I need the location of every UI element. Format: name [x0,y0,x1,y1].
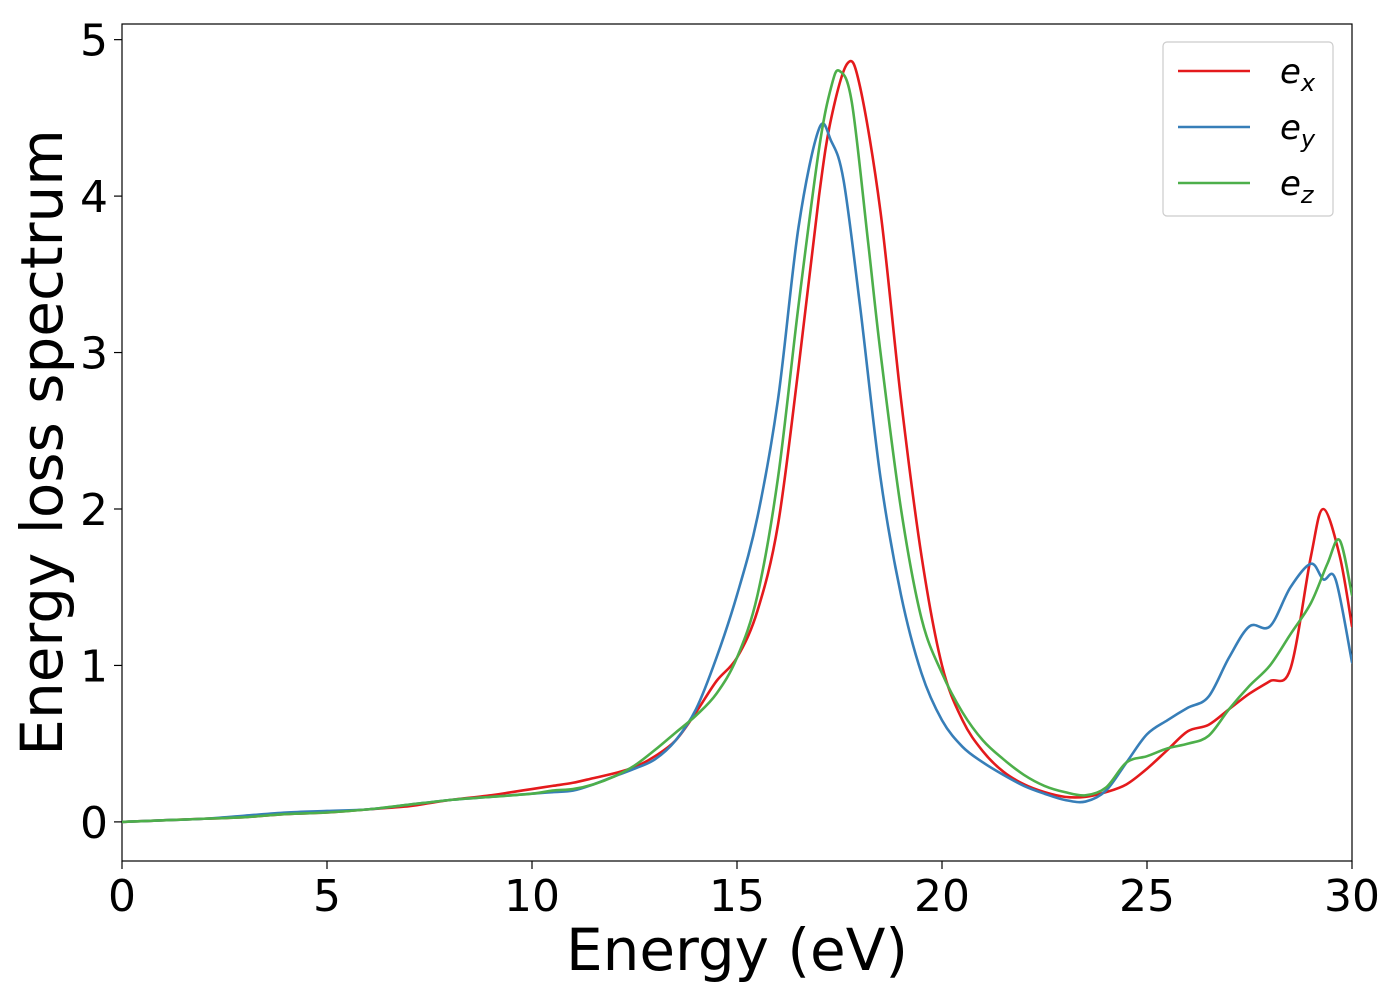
y-tick-label: 5 [80,16,108,67]
x-tick-label: 25 [1119,871,1175,922]
x-tick-label: 30 [1324,871,1380,922]
legend: ex ey ez [1162,41,1334,217]
legend-box [1162,41,1334,217]
legend-label-y: ey [1280,108,1316,153]
y-axis-label: Energy loss spectrum [8,129,76,755]
x-tick-label: 15 [709,871,765,922]
y-tick-label: 0 [80,798,108,849]
series-layer [122,59,1352,824]
y-axis: 0 1 2 3 4 5 [80,16,122,849]
series-line-e-z [122,69,1352,824]
legend-label-z: ez [1280,164,1315,209]
x-tick-label: 0 [108,871,136,922]
x-tick-label: 20 [914,871,970,922]
legend-label-x: ex [1280,52,1316,97]
x-tick-label: 10 [504,871,560,922]
y-tick-label: 3 [80,329,108,380]
series-line-e-y [122,122,1352,824]
x-axis-label: Energy (eV) [566,916,908,984]
x-tick-label: 5 [313,871,341,922]
x-axis: 0 5 10 15 20 25 30 [108,861,1380,922]
y-tick-label: 4 [80,172,108,223]
y-tick-label: 1 [80,641,108,692]
y-tick-label: 2 [80,485,108,536]
